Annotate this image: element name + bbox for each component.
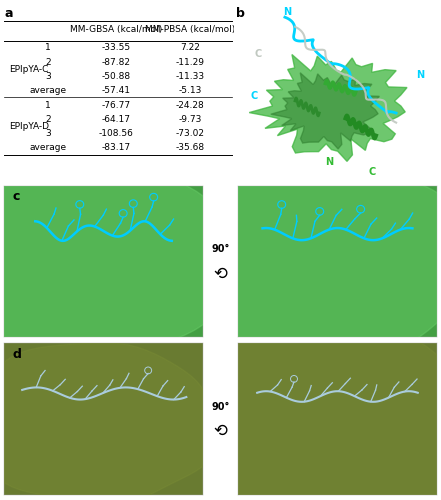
- Text: 90°: 90°: [211, 244, 230, 254]
- Polygon shape: [164, 324, 441, 500]
- Polygon shape: [109, 137, 441, 413]
- Text: 1: 1: [45, 100, 51, 110]
- Text: -35.68: -35.68: [176, 144, 205, 152]
- Text: 2: 2: [45, 58, 51, 66]
- Text: average: average: [30, 86, 67, 95]
- Text: EPIpYA-C: EPIpYA-C: [9, 65, 48, 74]
- Text: 7.22: 7.22: [180, 44, 200, 52]
- Text: -24.28: -24.28: [176, 100, 204, 110]
- Text: a: a: [4, 6, 13, 20]
- Polygon shape: [0, 216, 400, 500]
- Polygon shape: [0, 270, 326, 500]
- Text: -76.77: -76.77: [101, 100, 131, 110]
- Text: -5.13: -5.13: [178, 86, 202, 95]
- Polygon shape: [271, 72, 379, 149]
- Text: 90°: 90°: [211, 402, 230, 412]
- Text: -50.88: -50.88: [101, 72, 131, 81]
- Text: C: C: [368, 168, 375, 177]
- Text: C: C: [251, 90, 258, 101]
- Polygon shape: [0, 164, 236, 356]
- Text: average: average: [30, 144, 67, 152]
- Text: EPIpYA-D: EPIpYA-D: [9, 122, 49, 131]
- Text: 2: 2: [45, 115, 51, 124]
- Text: -11.33: -11.33: [176, 72, 205, 81]
- Text: MM-PBSA (kcal/mol): MM-PBSA (kcal/mol): [145, 25, 235, 34]
- Text: -9.73: -9.73: [178, 115, 202, 124]
- Text: MM-GBSA (kcal/mol): MM-GBSA (kcal/mol): [70, 25, 162, 34]
- Text: -64.17: -64.17: [102, 115, 131, 124]
- Text: N: N: [283, 7, 291, 17]
- Text: -33.55: -33.55: [101, 44, 131, 52]
- Text: -73.02: -73.02: [176, 129, 205, 138]
- Polygon shape: [159, 159, 441, 365]
- Text: d: d: [12, 348, 21, 361]
- Polygon shape: [0, 342, 216, 500]
- Text: -83.17: -83.17: [101, 144, 131, 152]
- Text: -11.29: -11.29: [176, 58, 205, 66]
- Polygon shape: [103, 270, 441, 500]
- Text: N: N: [416, 70, 425, 80]
- Text: -57.41: -57.41: [102, 86, 131, 95]
- Polygon shape: [0, 104, 352, 432]
- Text: -108.56: -108.56: [99, 129, 134, 138]
- Text: ⟲: ⟲: [213, 422, 228, 440]
- Text: b: b: [236, 6, 245, 20]
- Text: C: C: [255, 49, 262, 59]
- Polygon shape: [55, 231, 441, 500]
- Text: ⟲: ⟲: [213, 264, 228, 282]
- Text: 3: 3: [45, 129, 51, 138]
- Polygon shape: [0, 20, 441, 500]
- Text: -87.82: -87.82: [102, 58, 131, 66]
- Text: 1: 1: [45, 44, 51, 52]
- Text: c: c: [12, 190, 20, 203]
- Polygon shape: [0, 42, 427, 500]
- Text: N: N: [325, 157, 333, 167]
- Polygon shape: [249, 54, 407, 162]
- Text: 3: 3: [45, 72, 51, 81]
